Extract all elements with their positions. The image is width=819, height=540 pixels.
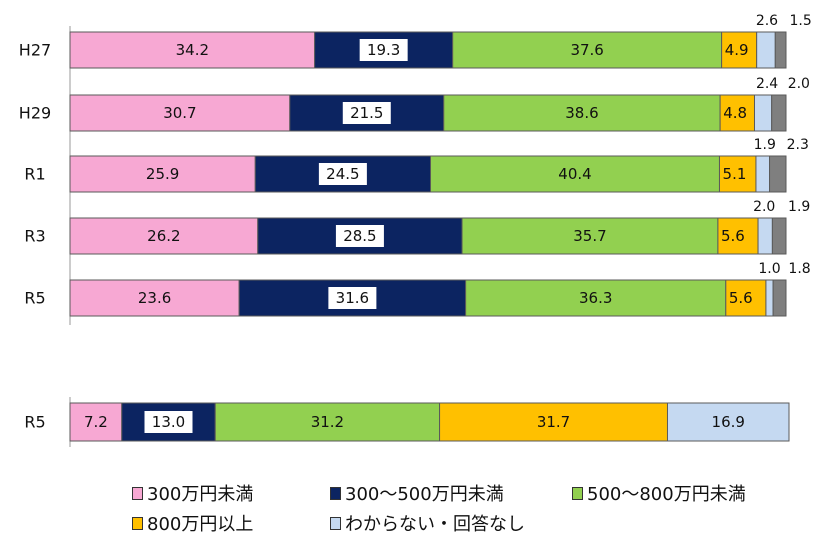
data-label-800-plus-h27-g1: 4.9 xyxy=(725,41,749,59)
legend-swatch-800-plus xyxy=(132,516,143,530)
legend-label-300-500: 300〜500万円未満 xyxy=(345,484,504,505)
bar-segment-no-answer-r3-g1 xyxy=(771,217,787,255)
legend-swatch-300-500 xyxy=(330,486,341,500)
category-label-h29-g1: H29 xyxy=(19,104,51,123)
bar-segment-no-answer-h27-g1 xyxy=(774,31,787,69)
data-label-unknown-h27-g1: 2.6 xyxy=(756,13,778,29)
label-box-300-500-h29-g1 xyxy=(342,102,391,124)
label-box-300-500-r3-g1 xyxy=(335,225,384,247)
category-label-h27-g1: H27 xyxy=(19,41,51,60)
legend-swatch-under-300 xyxy=(132,486,143,500)
data-label-500-800-h29-g1: 38.6 xyxy=(565,104,598,122)
data-label-unknown-r5-g1: 1.0 xyxy=(758,261,780,277)
data-label-500-800-r1-g1: 40.4 xyxy=(558,165,591,183)
category-label-r1-g1: R1 xyxy=(24,165,45,184)
label-box-300-500-h27-g1 xyxy=(359,39,408,61)
category-label-r5-g2: R5 xyxy=(24,413,45,432)
bar-segment-500-800-h27-g1 xyxy=(452,31,723,69)
data-label-800-plus-r5-g1: 5.6 xyxy=(729,289,753,307)
legend-item-800-plus: 800万円以上 xyxy=(132,510,330,536)
legend-label-500-800: 500〜800万円未満 xyxy=(587,484,746,505)
data-label-unknown-h29-g1: 2.4 xyxy=(756,76,778,92)
bar-segment-under-300-r3-g1 xyxy=(69,217,259,255)
data-label-300-500-h27-g1: 19.3 xyxy=(367,41,400,59)
legend-swatch-500-800 xyxy=(572,486,583,500)
data-label-800-plus-h29-g1: 4.8 xyxy=(723,104,747,122)
data-label-300-500-h29-g1: 21.5 xyxy=(350,104,383,122)
legend-item-300-500: 300〜500万円未満 xyxy=(330,480,572,506)
bar-segment-unknown-r5-g1 xyxy=(765,279,774,317)
legend-label-800-plus: 800万円以上 xyxy=(147,514,254,535)
legend-item-under-300: 300万円未満 xyxy=(132,480,330,506)
legend-swatch-unknown xyxy=(330,516,341,530)
data-label-300-500-r3-g1: 28.5 xyxy=(343,227,376,245)
label-box-800-plus-r5-g1 xyxy=(726,288,755,308)
stacked-bar-chart: H27 34.2 19.3 37.6 4.9 2.6 1.5 H29 30.7 21.5 38.6 4… xyxy=(19,13,812,447)
legend-label-under-300: 300万円未満 xyxy=(147,484,254,505)
data-label-under-300-r5-g2: 7.2 xyxy=(84,413,108,431)
category-label-r3-g1: R3 xyxy=(24,227,45,246)
bar-segment-500-800-r5-g1 xyxy=(465,279,727,317)
data-label-under-300-h29-g1: 30.7 xyxy=(163,104,196,122)
data-label-no-answer-h29-g1: 2.0 xyxy=(788,76,810,92)
bar-segment-no-answer-h29-g1 xyxy=(771,94,787,132)
category-label-r5-g1: R5 xyxy=(24,289,45,308)
label-box-300-500-r5-g2 xyxy=(144,411,193,433)
label-box-800-plus-r3-g1 xyxy=(718,226,747,246)
data-label-unknown-r5-g2: 16.9 xyxy=(712,413,745,431)
data-label-under-300-h27-g1: 34.2 xyxy=(176,41,209,59)
bar-segment-500-800-h29-g1 xyxy=(443,94,721,132)
bar-segment-unknown-h27-g1 xyxy=(756,31,776,69)
data-label-800-plus-r5-g2: 31.7 xyxy=(537,413,570,431)
bar-segment-300-500-r5-g2 xyxy=(121,402,216,442)
data-label-300-500-r5-g2: 13.0 xyxy=(152,413,185,431)
data-label-500-800-r5-g2: 31.2 xyxy=(311,413,344,431)
bar-segment-under-300-h29-g1 xyxy=(69,94,291,132)
data-label-500-800-r5-g1: 36.3 xyxy=(579,289,612,307)
data-label-800-plus-r1-g1: 5.1 xyxy=(723,165,747,183)
data-label-no-answer-r5-g1: 1.8 xyxy=(788,261,810,277)
label-box-300-500-r1-g1 xyxy=(318,163,367,185)
legend-row-2: 800万円以上 わからない・回答なし xyxy=(132,508,802,538)
data-label-under-300-r3-g1: 26.2 xyxy=(147,227,180,245)
label-box-800-plus-h29-g1 xyxy=(721,103,750,123)
data-label-300-500-r1-g1: 24.5 xyxy=(326,165,359,183)
data-label-500-800-r3-g1: 35.7 xyxy=(573,227,606,245)
data-label-unknown-r3-g1: 2.0 xyxy=(753,199,775,215)
legend-row-1: 300万円未満 300〜500万円未満 500〜800万円未満 xyxy=(132,478,802,508)
bar-segment-unknown-r1-g1 xyxy=(755,155,771,193)
data-label-300-500-r5-g1: 31.6 xyxy=(336,289,369,307)
bar-segment-under-300-r5-g1 xyxy=(69,279,240,317)
bar-segment-no-answer-r5-g1 xyxy=(772,279,787,317)
data-label-under-300-r5-g1: 23.6 xyxy=(138,289,171,307)
data-label-under-300-r1-g1: 25.9 xyxy=(146,165,179,183)
data-label-no-answer-r3-g1: 1.9 xyxy=(788,199,810,215)
label-box-300-500-r5-g1 xyxy=(328,287,377,309)
bar-segment-unknown-h29-g1 xyxy=(753,94,773,132)
data-label-no-answer-h27-g1: 1.5 xyxy=(790,13,812,29)
label-box-800-plus-r1-g1 xyxy=(720,164,749,184)
bar-segment-no-answer-r1-g1 xyxy=(769,155,787,193)
data-label-no-answer-r1-g1: 2.3 xyxy=(787,137,809,153)
bar-segment-unknown-r3-g1 xyxy=(757,217,773,255)
data-label-unknown-r1-g1: 1.9 xyxy=(754,137,776,153)
legend: 300万円未満 300〜500万円未満 500〜800万円未満 800万円以上 … xyxy=(132,478,802,538)
legend-label-unknown: わからない・回答なし xyxy=(345,514,525,535)
label-box-800-plus-h27-g1 xyxy=(722,40,751,60)
legend-item-unknown: わからない・回答なし xyxy=(330,510,572,536)
legend-item-500-800: 500〜800万円未満 xyxy=(572,480,746,506)
data-label-500-800-h27-g1: 37.6 xyxy=(570,41,603,59)
data-label-800-plus-r3-g1: 5.6 xyxy=(721,227,745,245)
bar-segment-unknown-r5-g2 xyxy=(666,402,790,442)
